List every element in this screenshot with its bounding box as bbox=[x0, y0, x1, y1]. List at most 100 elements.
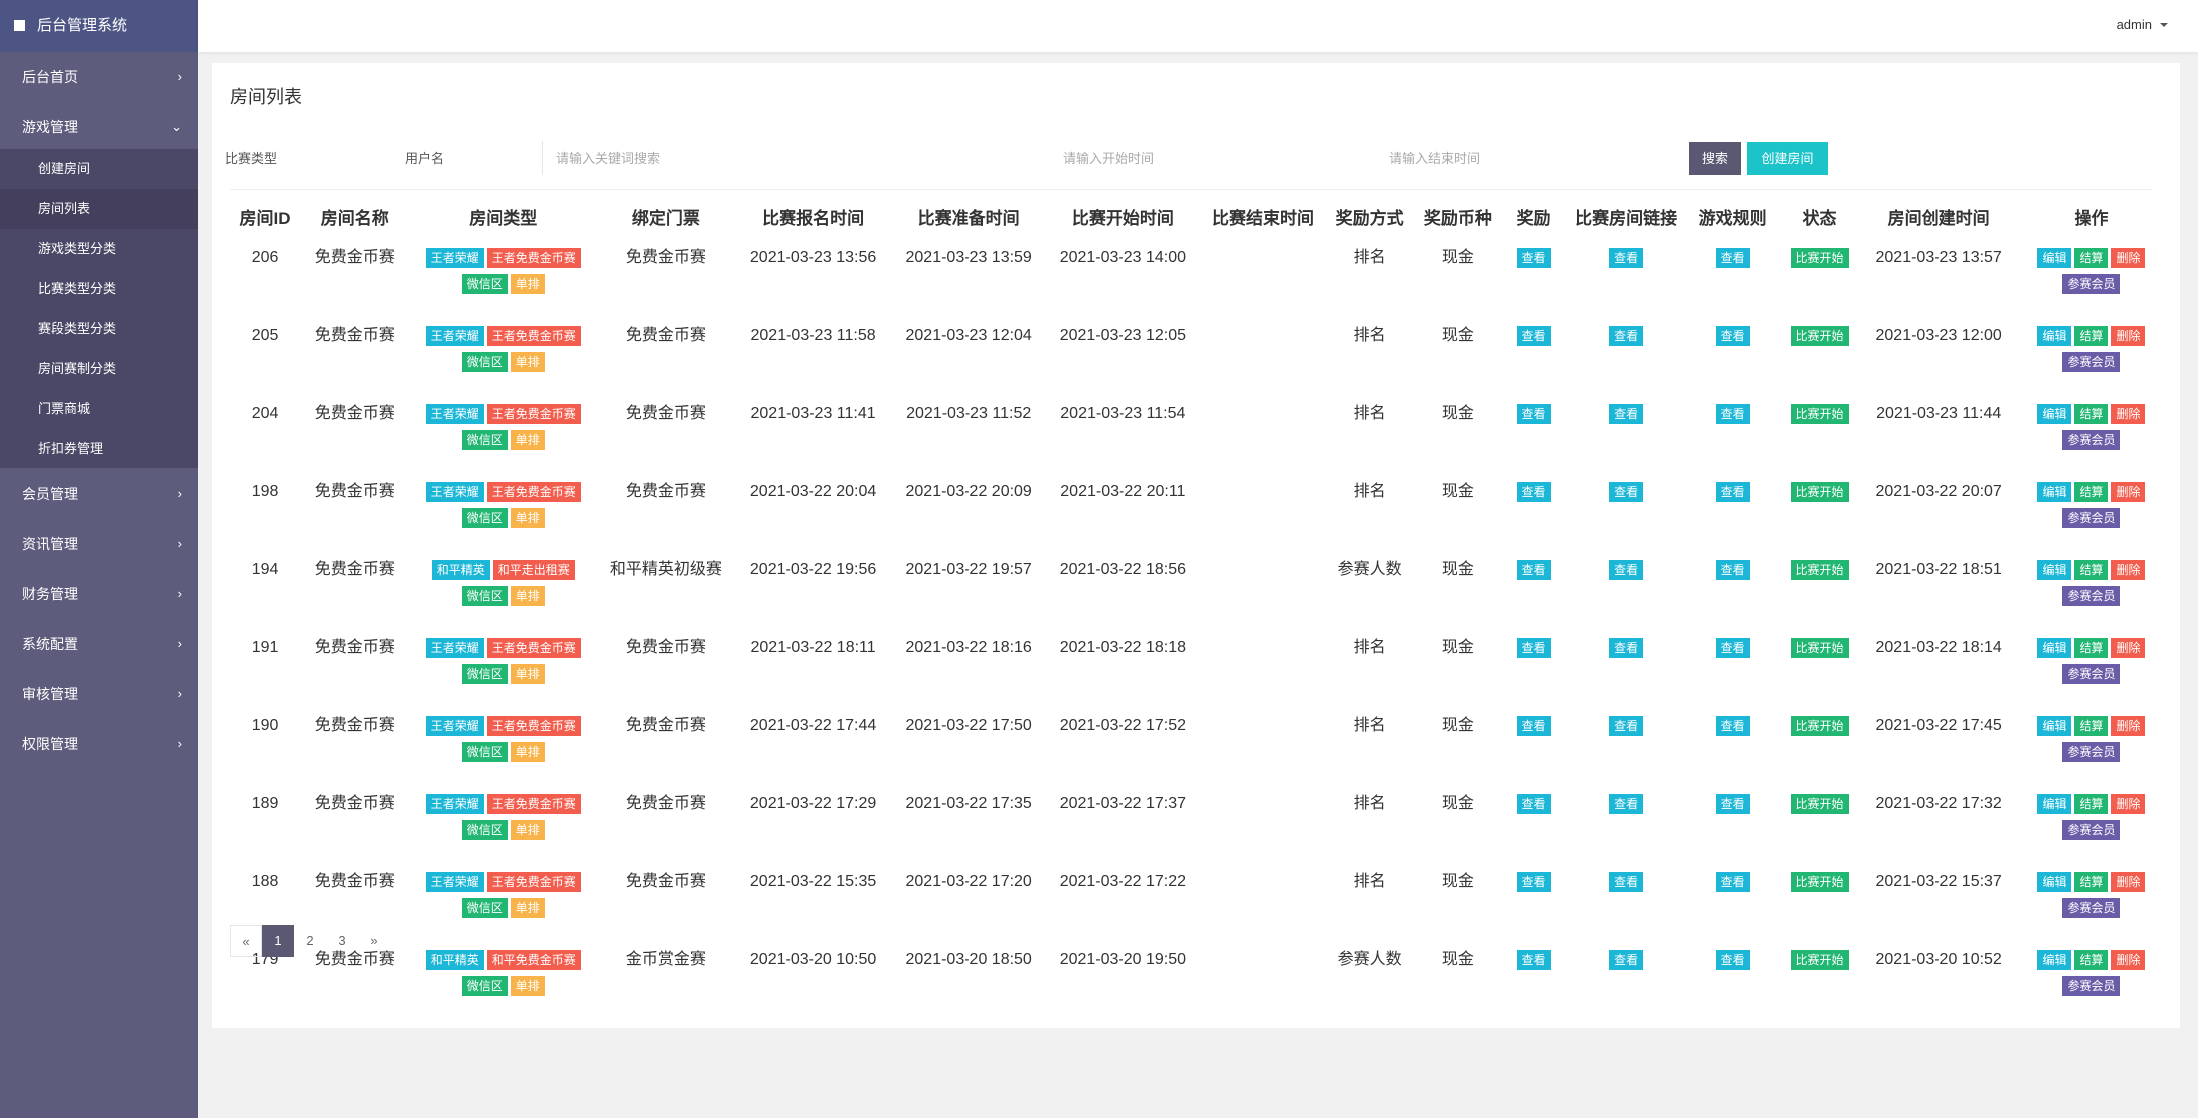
action-button[interactable]: 结算 bbox=[2074, 560, 2109, 580]
view-button[interactable]: 查看 bbox=[1516, 560, 1551, 580]
view-button[interactable]: 查看 bbox=[1609, 950, 1644, 970]
view-button[interactable]: 查看 bbox=[1516, 872, 1551, 892]
action-button[interactable]: 删除 bbox=[2111, 248, 2146, 268]
page-number[interactable]: 1 bbox=[262, 925, 294, 957]
action-button[interactable]: 参赛会员 bbox=[2062, 508, 2121, 528]
tag: 单排 bbox=[510, 586, 545, 606]
menu-item[interactable]: 游戏管理 ⌄ bbox=[0, 102, 198, 152]
action-button[interactable]: 删除 bbox=[2111, 482, 2146, 502]
view-button[interactable]: 查看 bbox=[1516, 326, 1551, 346]
action-button[interactable]: 参赛会员 bbox=[2062, 274, 2121, 294]
start-time-input[interactable]: 请输入开始时间 bbox=[1063, 151, 1155, 166]
submenu-item[interactable]: 比赛类型分类 bbox=[38, 281, 117, 296]
action-button[interactable]: 结算 bbox=[2074, 326, 2109, 346]
view-button[interactable]: 查看 bbox=[1609, 716, 1644, 736]
view-button[interactable]: 查看 bbox=[1609, 482, 1644, 502]
action-button[interactable]: 结算 bbox=[2074, 872, 2109, 892]
action-button[interactable]: 结算 bbox=[2074, 716, 2109, 736]
page-number[interactable]: 3 bbox=[338, 933, 346, 948]
user-menu[interactable]: admin bbox=[2117, 0, 2168, 50]
action-button[interactable]: 编辑 bbox=[2037, 560, 2072, 580]
action-button[interactable]: 结算 bbox=[2074, 950, 2109, 970]
action-button[interactable]: 编辑 bbox=[2037, 716, 2072, 736]
search-button[interactable]: 搜索 bbox=[1689, 142, 1741, 175]
action-button[interactable]: 参赛会员 bbox=[2062, 586, 2121, 606]
end-time-input[interactable]: 请输入结束时间 bbox=[1389, 151, 1481, 166]
view-button[interactable]: 查看 bbox=[1715, 560, 1750, 580]
action-button[interactable]: 编辑 bbox=[2037, 326, 2072, 346]
view-button[interactable]: 查看 bbox=[1516, 404, 1551, 424]
submenu-item[interactable]: 创建房间 bbox=[38, 161, 91, 176]
view-button[interactable]: 查看 bbox=[1516, 638, 1551, 658]
action-button[interactable]: 删除 bbox=[2111, 560, 2146, 580]
action-button[interactable]: 删除 bbox=[2111, 404, 2146, 424]
action-button[interactable]: 参赛会员 bbox=[2062, 664, 2121, 684]
action-button[interactable]: 参赛会员 bbox=[2062, 976, 2121, 996]
submenu-item[interactable]: 折扣券管理 bbox=[38, 441, 104, 456]
view-button[interactable]: 查看 bbox=[1715, 638, 1750, 658]
action-button[interactable]: 参赛会员 bbox=[2062, 742, 2121, 762]
keyword-input[interactable]: 请输入关键词搜索 bbox=[556, 151, 661, 166]
view-button[interactable]: 查看 bbox=[1715, 950, 1750, 970]
action-button[interactable]: 编辑 bbox=[2037, 950, 2072, 970]
view-button[interactable]: 查看 bbox=[1715, 794, 1750, 814]
view-button[interactable]: 查看 bbox=[1609, 794, 1644, 814]
view-button[interactable]: 查看 bbox=[1516, 794, 1551, 814]
view-button[interactable]: 查看 bbox=[1715, 326, 1750, 346]
action-button[interactable]: 结算 bbox=[2074, 638, 2109, 658]
view-button[interactable]: 查看 bbox=[1715, 482, 1750, 502]
action-button[interactable]: 参赛会员 bbox=[2062, 898, 2121, 918]
action-button[interactable]: 编辑 bbox=[2037, 248, 2072, 268]
action-button[interactable]: 编辑 bbox=[2037, 404, 2072, 424]
menu-item[interactable]: 后台首页 › bbox=[0, 52, 198, 102]
view-button[interactable]: 查看 bbox=[1609, 638, 1644, 658]
page-next[interactable]: » bbox=[370, 933, 378, 948]
action-button[interactable]: 删除 bbox=[2111, 794, 2146, 814]
action-button[interactable]: 参赛会员 bbox=[2062, 430, 2121, 450]
view-button[interactable]: 查看 bbox=[1715, 248, 1750, 268]
submenu-item[interactable]: 赛段类型分类 bbox=[38, 321, 117, 336]
action-button[interactable]: 结算 bbox=[2074, 248, 2109, 268]
action-button[interactable]: 结算 bbox=[2074, 482, 2109, 502]
menu-item[interactable]: 财务管理 › bbox=[0, 569, 198, 619]
create-button[interactable]: 创建房间 bbox=[1747, 142, 1828, 175]
view-button[interactable]: 查看 bbox=[1516, 950, 1551, 970]
page-number[interactable]: 2 bbox=[306, 933, 314, 948]
match-type-select[interactable]: 比赛类型 bbox=[225, 151, 278, 166]
action-button[interactable]: 结算 bbox=[2074, 794, 2109, 814]
view-button[interactable]: 查看 bbox=[1715, 716, 1750, 736]
view-button[interactable]: 查看 bbox=[1609, 248, 1644, 268]
menu-item[interactable]: 权限管理 › bbox=[0, 719, 198, 769]
action-button[interactable]: 参赛会员 bbox=[2062, 820, 2121, 840]
submenu-item[interactable]: 游戏类型分类 bbox=[38, 241, 117, 256]
submenu-item[interactable]: 房间赛制分类 bbox=[38, 361, 117, 376]
action-button[interactable]: 编辑 bbox=[2037, 872, 2072, 892]
action-button[interactable]: 删除 bbox=[2111, 950, 2146, 970]
view-button[interactable]: 查看 bbox=[1715, 404, 1750, 424]
menu-item[interactable]: 审核管理 › bbox=[0, 669, 198, 719]
action-button[interactable]: 删除 bbox=[2111, 872, 2146, 892]
submenu-item[interactable]: 房间列表 bbox=[0, 189, 198, 229]
username-select[interactable]: 用户名 bbox=[405, 151, 445, 166]
action-button[interactable]: 参赛会员 bbox=[2062, 352, 2121, 372]
view-button[interactable]: 查看 bbox=[1609, 872, 1644, 892]
view-button[interactable]: 查看 bbox=[1516, 482, 1551, 502]
action-button[interactable]: 编辑 bbox=[2037, 638, 2072, 658]
view-button[interactable]: 查看 bbox=[1609, 560, 1644, 580]
view-button[interactable]: 查看 bbox=[1516, 248, 1551, 268]
submenu-item[interactable]: 门票商城 bbox=[38, 401, 91, 416]
action-button[interactable]: 删除 bbox=[2111, 638, 2146, 658]
view-button[interactable]: 查看 bbox=[1609, 326, 1644, 346]
view-button[interactable]: 查看 bbox=[1609, 404, 1644, 424]
menu-item[interactable]: 资讯管理 › bbox=[0, 519, 198, 569]
action-button[interactable]: 编辑 bbox=[2037, 794, 2072, 814]
action-button[interactable]: 删除 bbox=[2111, 326, 2146, 346]
view-button[interactable]: 查看 bbox=[1715, 872, 1750, 892]
action-button[interactable]: 编辑 bbox=[2037, 482, 2072, 502]
view-button[interactable]: 查看 bbox=[1516, 716, 1551, 736]
menu-item[interactable]: 会员管理 › bbox=[0, 469, 198, 519]
action-button[interactable]: 删除 bbox=[2111, 716, 2146, 736]
page-prev[interactable]: « bbox=[230, 925, 262, 957]
menu-item[interactable]: 系统配置 › bbox=[0, 619, 198, 669]
action-button[interactable]: 结算 bbox=[2074, 404, 2109, 424]
